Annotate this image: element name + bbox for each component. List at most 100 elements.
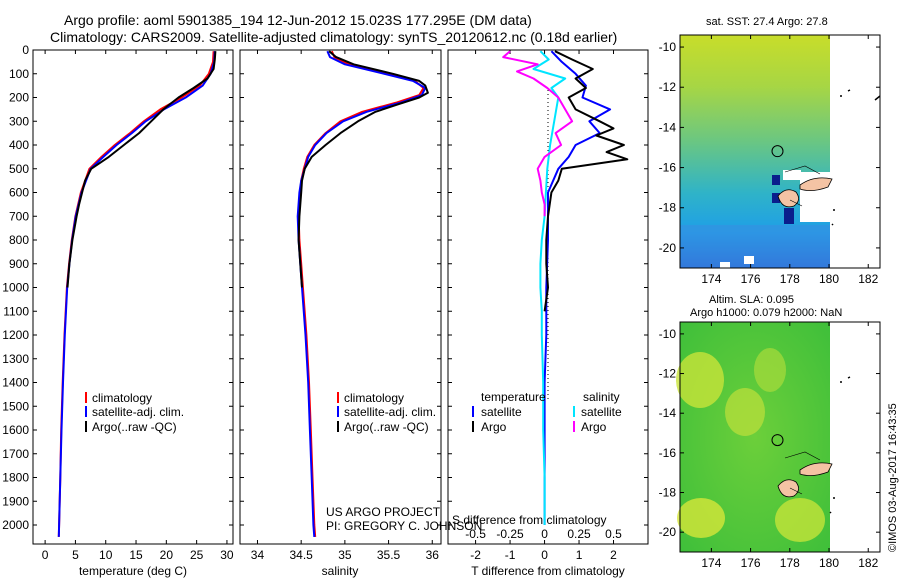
- reef-outline: [784, 165, 821, 207]
- legend-salinity-header: salinity: [583, 390, 620, 404]
- sst-field-cool-band: [680, 225, 830, 268]
- sla-high-anomaly: [775, 498, 825, 542]
- depth-tick-label: 1400: [2, 376, 29, 390]
- series-line-climatology: [297, 50, 425, 537]
- depth-tick-label: 1700: [2, 447, 29, 461]
- depth-tick-label: 800: [9, 233, 29, 247]
- salinity-xlabel: salinity: [322, 564, 359, 578]
- sst-cold-cell: [772, 193, 780, 203]
- x-tick-label: 34: [251, 548, 265, 562]
- sst-cold-cell: [784, 208, 794, 224]
- x-tick-label: 2: [610, 548, 617, 562]
- lat-tick-label: -16: [659, 446, 677, 460]
- lat-tick-label: -18: [659, 486, 677, 500]
- project-pi: PI: GREGORY C. JOHNSON: [326, 519, 482, 533]
- legend-sal-satellite-label: satellite: [581, 405, 622, 419]
- lat-tick-label: -18: [659, 201, 677, 215]
- title-line-2: Climatology: CARS2009. Satellite-adjuste…: [50, 29, 617, 45]
- x-tick-label: 35.5: [377, 548, 401, 562]
- island-vanua-levu: [799, 177, 833, 191]
- island-viti-levu: [777, 479, 799, 498]
- x-tick-label: 36: [426, 548, 440, 562]
- depth-tick-label: 200: [9, 91, 29, 105]
- series-line-temperature-argo: [543, 50, 629, 312]
- lon-tick-label: 182: [858, 272, 878, 286]
- lon-tick-label: 174: [701, 272, 721, 286]
- legend-climatology-label: climatology: [92, 391, 152, 405]
- x-tick-label: 20: [160, 548, 174, 562]
- legend-climatology-label: climatology: [344, 391, 404, 405]
- depth-tick-label: 1600: [2, 423, 29, 437]
- legend-temperature-header: temperature: [481, 390, 546, 404]
- argo-float-marker: [771, 145, 784, 158]
- island-viti-levu: [777, 189, 799, 208]
- salinity-legend: climatology satellite-adj. clim. Argo(..…: [337, 391, 436, 434]
- depth-tick-label: 700: [9, 209, 29, 223]
- lat-tick-label: -10: [659, 40, 677, 54]
- sla-high-anomaly: [754, 348, 786, 392]
- sst-map-title: sat. SST: 27.4 Argo: 27.8: [706, 16, 828, 28]
- depth-tick-label: 2000: [2, 518, 29, 532]
- x-tick-label: 0: [541, 548, 548, 562]
- depth-tick-label: 1900: [2, 494, 29, 508]
- lat-tick-label: -14: [659, 406, 677, 420]
- salinity-plot-frame: [239, 49, 442, 545]
- temperature-legend: climatology satellite-adj. clim. Argo(..…: [85, 391, 184, 434]
- salinity-panel: 34 34.5 35 35.5 36 salinity climatology sate…: [239, 49, 482, 578]
- depth-tick-label: 0: [22, 43, 29, 57]
- x-tick-label: 15: [129, 548, 143, 562]
- series-line-satellite-adj-clim: [57, 51, 216, 537]
- sla-high-anomaly: [725, 388, 765, 436]
- lat-tick-label: -20: [659, 525, 677, 539]
- x-tick-label: 0: [42, 548, 49, 562]
- depth-tick-label: 1200: [2, 328, 29, 342]
- lat-tick-label: -12: [659, 80, 677, 94]
- salinity-diff-tick-label: 0.25: [567, 527, 591, 541]
- sla-map-title-1: Altim. SLA: 0.095: [709, 294, 794, 306]
- x-tick-label: 5: [72, 548, 79, 562]
- lon-tick-label: 182: [858, 556, 878, 570]
- lon-tick-label: 174: [701, 556, 721, 570]
- difference-plot-frame: [447, 49, 649, 545]
- lat-tick-label: -16: [659, 161, 677, 175]
- depth-tick-label: 300: [9, 114, 29, 128]
- project-name: US ARGO PROJECT: [326, 505, 441, 519]
- sst-missing-cell: [744, 256, 754, 264]
- small-islands: [831, 89, 881, 226]
- legend-temp-argo-label: Argo: [481, 420, 507, 434]
- depth-tick-label: 400: [9, 138, 29, 152]
- lon-tick-label: 176: [741, 272, 761, 286]
- series-line-salinity-satellite: [532, 50, 567, 525]
- depth-tick-label: 1500: [2, 399, 29, 413]
- lat-tick-label: -20: [659, 241, 677, 255]
- island-vanua-levu: [799, 462, 833, 476]
- series-line-argo-raw-qc: [66, 51, 217, 288]
- sst-missing-cell: [720, 262, 730, 268]
- lon-tick-label: 178: [780, 272, 800, 286]
- salinity-diff-tick-label: -0.5: [465, 527, 486, 541]
- difference-legend: temperature salinity satellite Argo sate…: [472, 390, 622, 434]
- sla-map-frame: [679, 321, 881, 553]
- temperature-panel: 0100200300400500600700800900100011001200…: [2, 43, 234, 578]
- t-difference-xlabel: T difference from climatology: [471, 564, 625, 578]
- legend-argo-label: Argo(..raw -QC): [344, 420, 429, 434]
- depth-tick-label: 1300: [2, 352, 29, 366]
- argo-float-marker: [771, 434, 784, 447]
- x-tick-label: 30: [220, 548, 234, 562]
- depth-tick-label: 1800: [2, 471, 29, 485]
- lat-tick-label: -14: [659, 120, 677, 134]
- lon-tick-label: 176: [741, 556, 761, 570]
- depth-tick-label: 600: [9, 186, 29, 200]
- imos-watermark: ©IMOS 03-Aug-2017 16:43:35: [887, 403, 899, 552]
- legend-temp-satellite-label: satellite: [481, 405, 522, 419]
- sla-high-anomaly: [677, 498, 725, 538]
- title-line-1: Argo profile: aoml 5901385_194 12-Jun-20…: [64, 12, 532, 28]
- depth-tick-label: 1000: [2, 281, 29, 295]
- temperature-xlabel: temperature (deg C): [79, 564, 187, 578]
- series-line-satellite-adj-clim: [296, 50, 427, 537]
- depth-tick-label: 500: [9, 162, 29, 176]
- legend-satellite-label: satellite-adj. clim.: [344, 405, 436, 419]
- x-tick-label: 34.5: [289, 548, 313, 562]
- salinity-diff-tick-label: 0.5: [605, 527, 622, 541]
